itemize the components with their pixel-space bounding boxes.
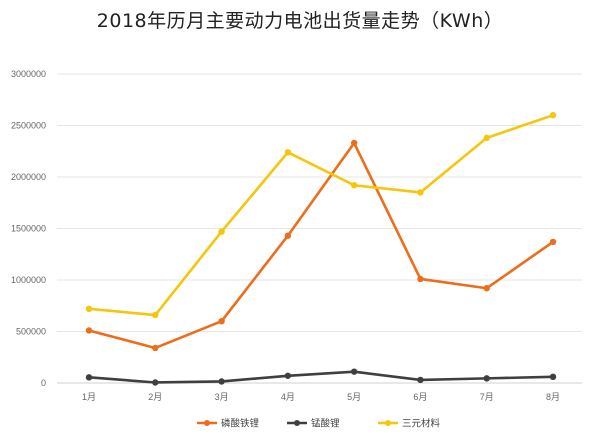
data-point <box>152 344 159 352</box>
legend: 磷酸铁锂 锰酸锂 三元材料 <box>197 418 441 430</box>
data-point <box>85 327 93 334</box>
y-tick-label: 1500000 <box>11 224 46 234</box>
data-point <box>284 232 292 239</box>
series-line <box>87 370 555 384</box>
y-tick-label: 2500000 <box>11 121 46 131</box>
data-point <box>549 373 557 381</box>
series-2 <box>85 368 557 386</box>
series-3 <box>85 112 557 319</box>
x-axis-ticks: 1月 2月 3月 4月 5月 6月 7月 8月 <box>82 392 560 402</box>
data-point <box>549 112 557 119</box>
data-point <box>350 182 358 189</box>
data-point <box>284 149 292 156</box>
data-point <box>152 379 159 386</box>
legend-item: 三元材料 <box>378 418 441 430</box>
data-point <box>350 368 358 375</box>
legend-swatch-marker <box>385 420 391 426</box>
data-point <box>218 378 225 385</box>
y-tick-label: 1000000 <box>11 275 46 285</box>
x-tick-label: 1月 <box>82 392 96 402</box>
series-line <box>87 113 555 317</box>
x-tick-label: 2月 <box>148 392 162 402</box>
x-tick-label: 8月 <box>546 392 560 402</box>
y-tick-label: 0 <box>41 378 46 388</box>
data-point <box>483 285 490 292</box>
data-point <box>483 375 490 382</box>
data-point <box>85 305 93 313</box>
legend-label: 锰酸锂 <box>311 418 340 430</box>
x-tick-label: 7月 <box>480 392 494 402</box>
data-point <box>218 228 225 235</box>
y-tick-label: 3000000 <box>11 69 46 79</box>
y-tick-label: 2000000 <box>11 172 46 182</box>
legend-swatch-marker <box>294 420 300 426</box>
data-point <box>152 311 159 319</box>
data-point <box>483 134 490 142</box>
data-point <box>417 189 424 196</box>
series-lines <box>85 112 557 386</box>
y-tick-label: 500000 <box>16 327 46 337</box>
data-point <box>417 376 424 384</box>
chart-title: 2018年历月主要动力电池出货量走势（KWh） <box>96 10 504 32</box>
legend-swatch-marker <box>204 420 210 426</box>
x-tick-label: 5月 <box>347 392 361 402</box>
data-point <box>350 139 358 147</box>
gridlines <box>57 73 582 384</box>
legend-label: 磷酸铁锂 <box>221 418 260 430</box>
data-point <box>284 372 292 379</box>
data-point <box>218 318 225 325</box>
data-point <box>549 238 557 246</box>
series-line <box>87 141 555 350</box>
x-tick-label: 3月 <box>215 392 229 402</box>
x-tick-label: 6月 <box>413 392 427 402</box>
data-point <box>417 275 424 283</box>
data-point <box>85 374 93 381</box>
y-axis-ticks: 0 500000 1000000 1500000 2000000 2500000 30000… <box>11 69 46 388</box>
x-tick-label: 4月 <box>281 392 295 402</box>
legend-label: 三元材料 <box>402 418 441 430</box>
series-1 <box>85 139 557 352</box>
legend-item: 锰酸锂 <box>287 418 340 430</box>
legend-item: 磷酸铁锂 <box>197 418 260 430</box>
